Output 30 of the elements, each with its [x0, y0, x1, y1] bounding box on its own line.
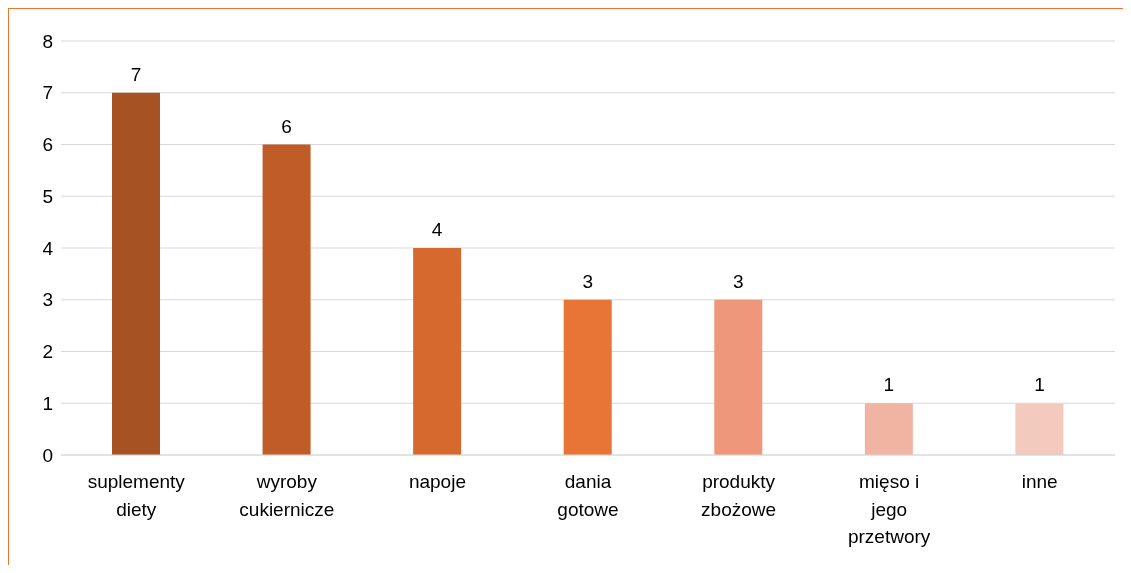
data-label: 3 [733, 270, 744, 292]
y-tick-label: 5 [42, 185, 53, 207]
x-tick-label: inne [1021, 471, 1058, 493]
bar [413, 248, 462, 455]
y-tick-label: 7 [42, 82, 53, 104]
y-tick-label: 2 [42, 341, 53, 363]
x-tick-label: napoje [408, 471, 466, 493]
y-tick-label: 0 [42, 444, 53, 466]
data-label: 1 [1034, 374, 1045, 396]
y-tick-label: 3 [42, 289, 53, 311]
data-label: 4 [431, 219, 443, 240]
x-tick-label: wyroby cukiernicze [239, 471, 335, 520]
bar [262, 144, 311, 455]
y-tick-label: 8 [42, 30, 53, 52]
bar [563, 299, 612, 455]
bar [112, 92, 160, 455]
data-label: 6 [281, 115, 292, 137]
bar [714, 299, 763, 455]
x-tick-label: produkty zbożowe [701, 471, 777, 520]
data-label: 1 [883, 374, 895, 396]
x-tick-label: mięso i jego przetwory [847, 471, 931, 548]
x-tick-label: suplementy diety [87, 471, 186, 520]
bar [1015, 403, 1064, 455]
y-tick-label: 1 [42, 392, 53, 414]
y-tick-label: 4 [42, 237, 54, 259]
x-tick-label: dania gotowe [557, 471, 619, 520]
data-label: 3 [582, 270, 593, 292]
bar [864, 403, 913, 455]
data-label: 7 [130, 63, 142, 85]
y-tick-label: 6 [42, 134, 53, 156]
